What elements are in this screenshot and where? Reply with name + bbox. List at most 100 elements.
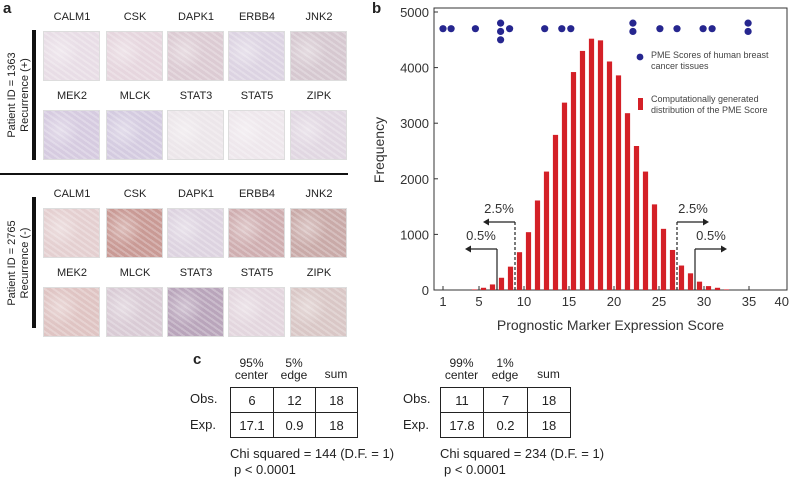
column-header: 5% edge [269,357,319,381]
patient-group-bar [32,197,36,328]
x-tick-label: 5 [475,294,482,309]
ihc-stain-image [43,110,100,160]
tail-percentage-label: 0.5% [696,228,726,243]
table-cell: 18 [315,387,358,413]
ihc-stain-image [43,208,100,258]
marker-title: MEK2 [57,90,87,102]
pme-score-dot [567,25,575,33]
tail-percentage-label: 2.5% [678,201,708,216]
x-tick-label: 25 [652,294,666,309]
table-cell: 17.8 [440,412,484,438]
histogram-bar [543,171,550,290]
ihc-stain-image [228,287,285,337]
marker-title: STAT5 [240,90,274,102]
row-label: Obs. [403,391,431,406]
x-tick-label: 30 [697,294,711,309]
histogram-bar [696,281,703,290]
ihc-stain-image [167,31,224,81]
pme-score-dot [744,19,752,27]
pme-score-dot [708,25,716,33]
arrow-head-icon [483,218,489,226]
histogram-bar [534,200,541,290]
p-value: p < 0.0001 [234,462,296,477]
ihc-stain-image [106,110,163,160]
histogram-bar [633,145,640,290]
table-cell: 0.9 [273,412,316,438]
column-header: 1% edge [480,357,530,381]
histogram-bar [597,40,604,290]
row-label: Exp. [403,417,430,432]
x-tick-label: 35 [742,294,756,309]
legend-bar-marker [638,98,643,110]
histogram-bar [471,289,478,290]
histogram-bar [588,38,595,290]
histogram-bar [480,287,487,290]
column-header: 95% center [227,357,277,381]
histogram-bar [651,204,658,290]
ihc-stain-image [228,208,285,258]
histogram-bar [660,228,667,290]
pme-score-dot [673,25,681,33]
column-header-line: 1% [496,356,514,370]
column-header-line: sum [324,367,348,381]
arrow-head-icon [465,245,471,253]
marker-title: MLCK [119,90,151,102]
column-header: sum [524,368,574,380]
row-label: Exp. [190,417,217,432]
marker-title: CALM1 [53,11,91,23]
marker-title: ZIPK [306,267,332,279]
histogram-bar [705,286,712,290]
x-tick-label: 1 [439,294,446,309]
y-tick-label: 5000 [400,5,429,20]
ihc-stain-image [167,287,224,337]
ihc-stain-image [167,208,224,258]
legend-label-line: Computationally generated [651,94,759,104]
y-tick-label: 0 [422,283,429,298]
marker-title: MEK2 [57,267,87,279]
pme-score-dot [497,19,505,27]
column-header-line: edge [280,368,308,382]
column-header: sum [311,368,361,380]
pme-score-dot [506,25,514,33]
y-tick-label: 4000 [400,61,429,76]
pme-score-dot [629,19,637,27]
ihc-stain-image [290,31,347,81]
panel-b-letter: b [372,0,382,17]
marker-title: ERBB4 [238,11,276,23]
histogram-bar [579,50,586,290]
histogram-bar [570,72,577,290]
ihc-stain-image [290,287,347,337]
x-tick-label: 15 [562,294,576,309]
marker-title: STAT3 [179,267,213,279]
pme-score-dot [558,25,566,33]
ihc-stain-image [228,110,285,160]
table-row: 11 7 18 [440,387,571,413]
marker-title: CALM1 [53,188,91,200]
ihc-stain-image [290,208,347,258]
pme-score-dot [656,25,664,33]
ihc-stain-image [43,31,100,81]
y-axis-label: Frequency [371,117,387,183]
legend-label-dots: PME Scores of human breast cancer tissues [651,50,769,71]
legend-dot-marker [636,53,644,61]
legend-label-line: PME Scores of human breast [651,50,769,60]
pme-score-dot [497,27,505,36]
marker-title: JNK2 [305,188,333,200]
table-cell: 6 [230,387,274,413]
ihc-stain-image [43,287,100,337]
contingency-table: 6 12 18 17.1 0.9 18 [230,387,358,438]
table-cell: 17.1 [230,412,274,438]
histogram-bar [615,75,622,290]
table-row: 17.8 0.2 18 [440,412,571,438]
ihc-stain-image [167,110,224,160]
histogram-bar [561,102,568,291]
y-tick-label: 1000 [400,227,429,242]
marker-title: MLCK [119,267,151,279]
column-header-line: sum [537,367,560,381]
histogram-bar [525,232,532,290]
p-value: p < 0.0001 [444,462,506,477]
contingency-table: 11 7 18 17.8 0.2 18 [440,387,571,438]
panel-a-letter: a [3,0,12,17]
chi-squared-result: Chi squared = 144 (D.F. = 1) [230,446,395,461]
marker-title: DAPK1 [177,188,215,200]
